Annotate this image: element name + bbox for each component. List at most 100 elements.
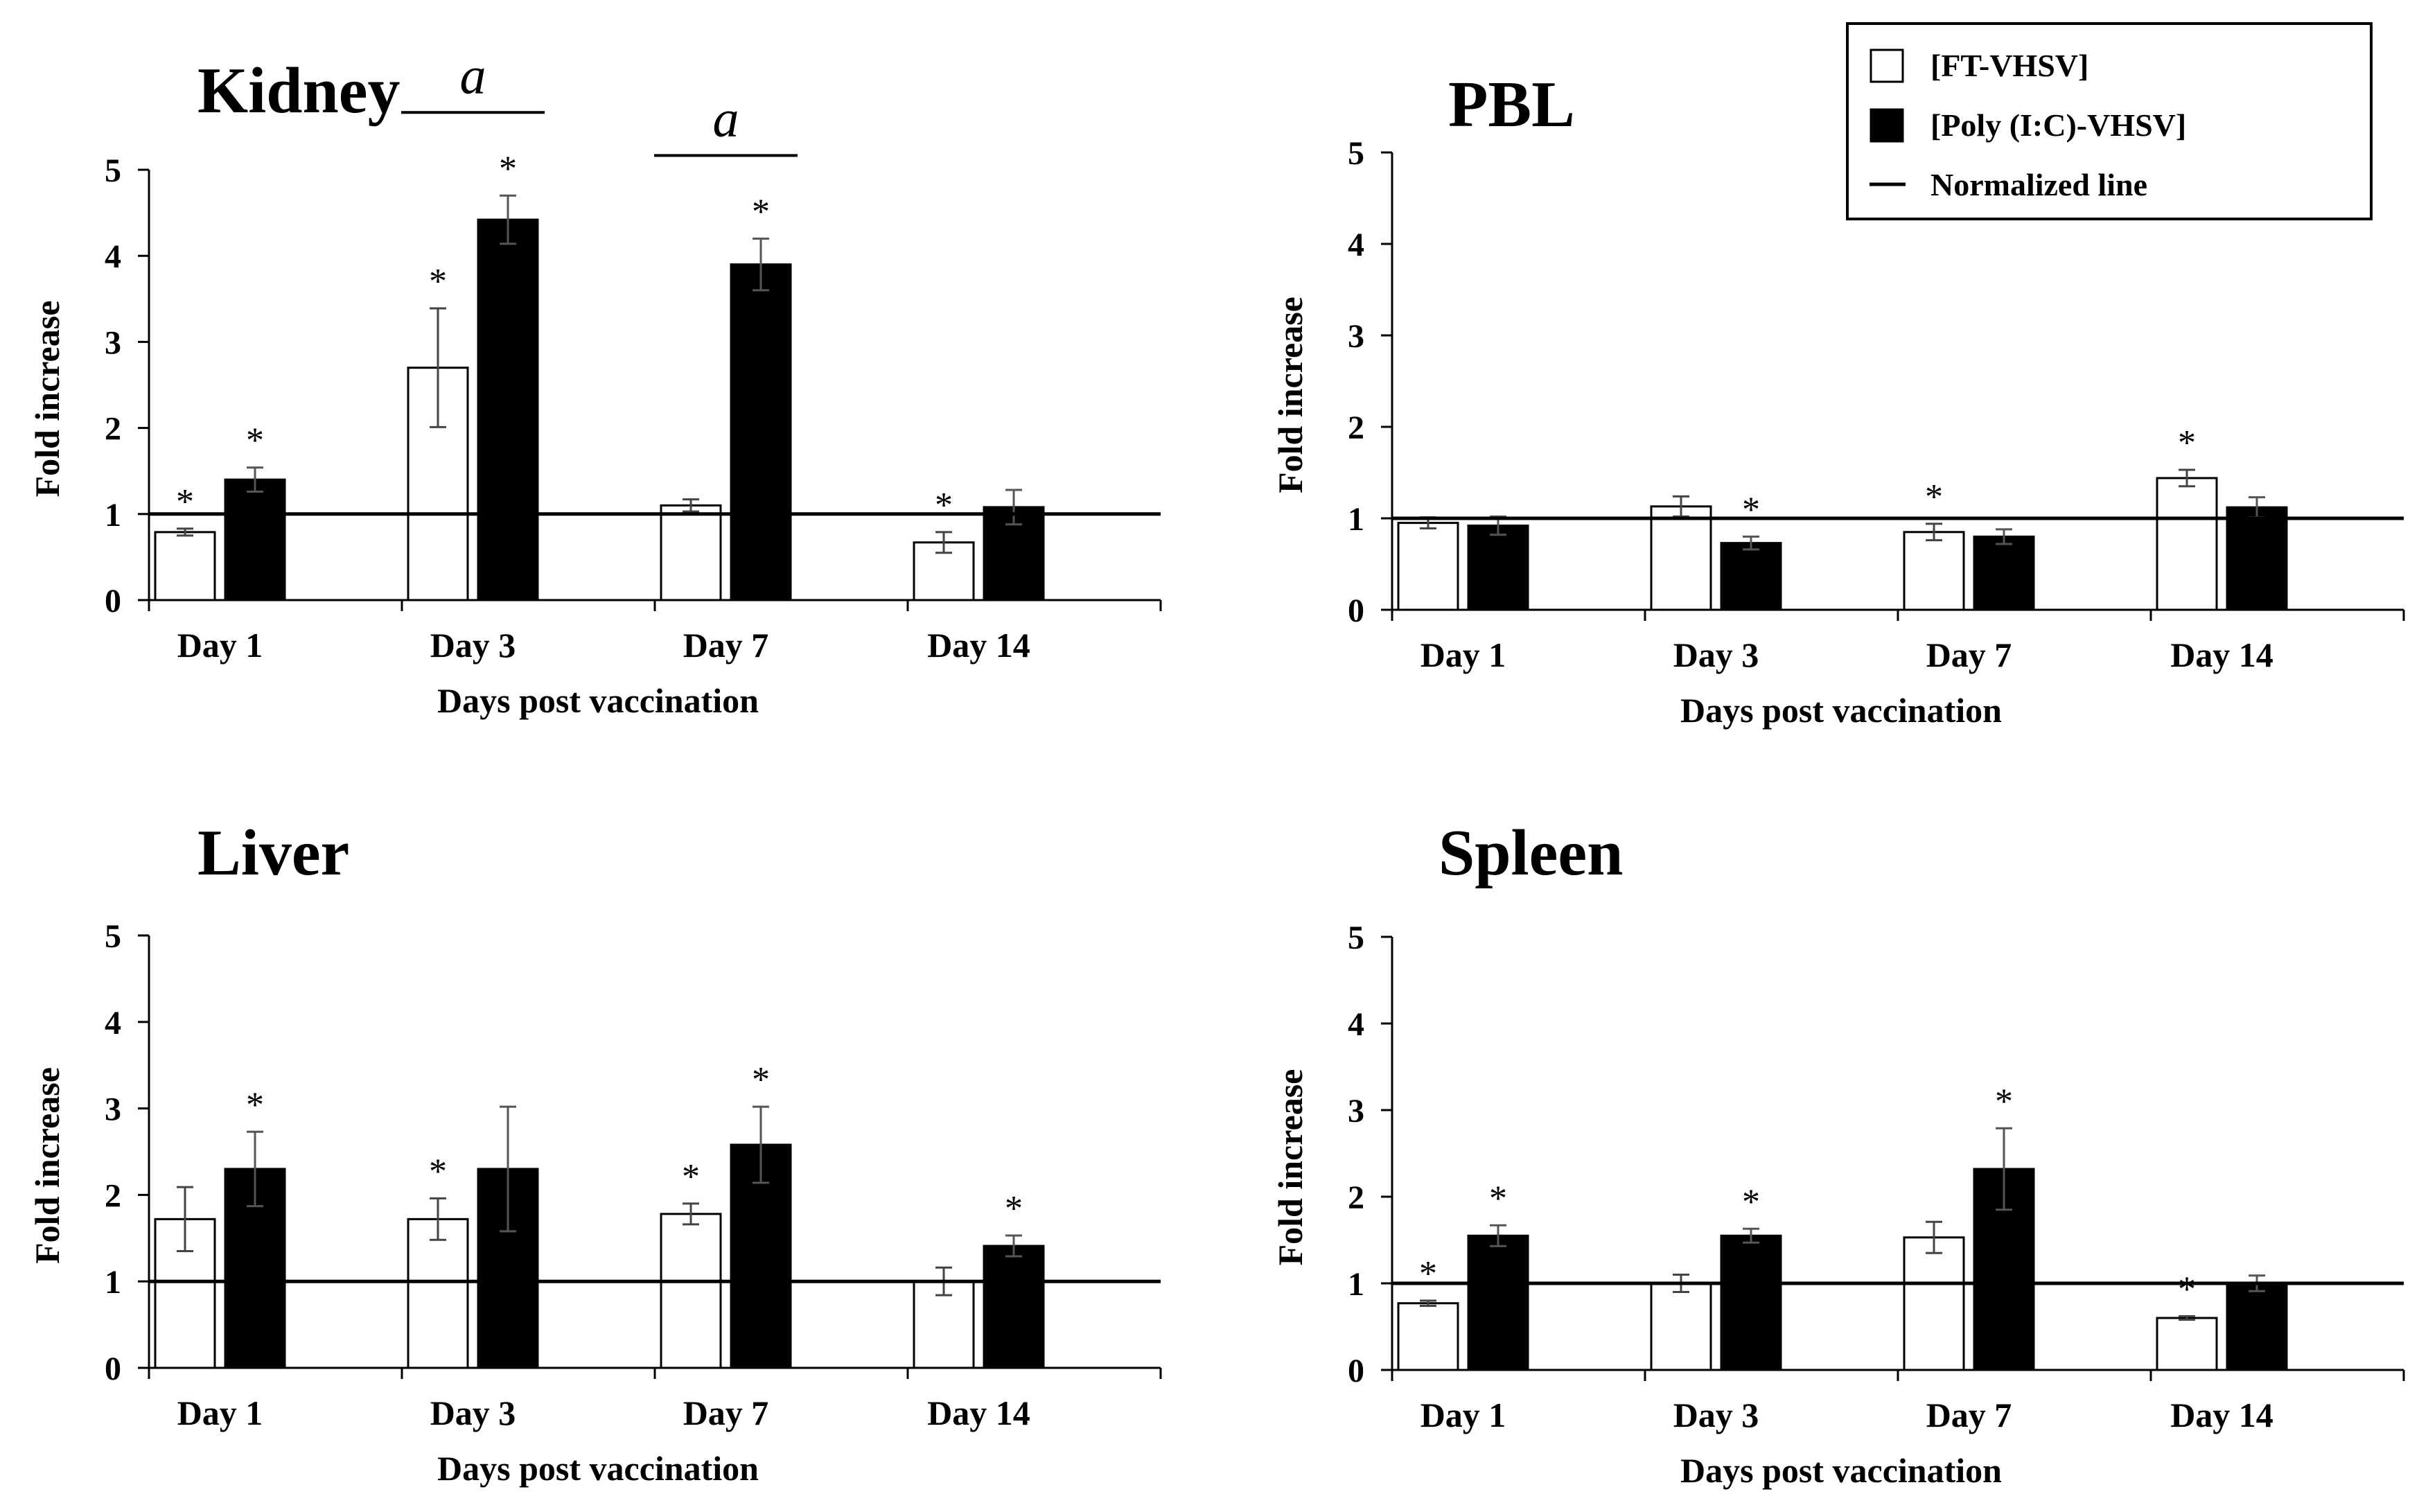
category-label: Day 3 [430, 1394, 516, 1432]
significance-star: * [935, 486, 953, 525]
y-axis-label: Fold increase [1271, 1069, 1310, 1266]
y-tick-label: 1 [105, 497, 121, 534]
y-tick-label: 3 [1348, 1093, 1364, 1129]
bar-poly-ic-vhsv [2226, 506, 2288, 611]
category-label: Day 1 [1420, 1396, 1506, 1434]
category-label: Day 14 [2170, 1396, 2273, 1434]
bar-poly-ic-vhsv [1467, 525, 1529, 611]
chart-title-kidney: Kidney [197, 55, 401, 127]
y-tick-label: 2 [105, 411, 121, 448]
y-tick-label: 0 [105, 583, 121, 619]
category-label: Day 14 [2170, 635, 2273, 674]
category-label: Day 14 [927, 626, 1030, 665]
bar-ft-vhsv [407, 1217, 469, 1369]
bar-ft-vhsv [154, 531, 216, 601]
y-tick-label: 1 [105, 1264, 121, 1301]
y-tick-label: 4 [105, 1005, 121, 1041]
category-label: Day 3 [1673, 635, 1759, 674]
y-tick-label: 4 [105, 238, 121, 275]
significance-star: * [176, 482, 194, 522]
y-tick-label: 3 [105, 1091, 121, 1128]
y-axis-label: Fold increase [28, 1067, 67, 1264]
bar-poly-ic-vhsv [983, 1245, 1045, 1369]
significance-star: * [429, 262, 447, 301]
bar-ft-vhsv [660, 1213, 722, 1369]
bar-ft-vhsv [2156, 477, 2218, 611]
significance-star: * [2178, 1270, 2196, 1310]
category-label: Day 7 [1926, 635, 2012, 674]
significance-star: * [2178, 423, 2196, 463]
bar-poly-ic-vhsv [2226, 1282, 2288, 1371]
y-tick-label: 4 [1348, 227, 1364, 263]
chart-liver: Liver 0 1 2 3 4 5 Fold increase Days post vaccin… [28, 817, 1162, 1488]
significance-star: * [1995, 1082, 2013, 1121]
chart-pbl: PBL 0 1 2 3 4 5 Fold increase Days post vaccinat… [1271, 69, 2405, 730]
bar-poly-ic-vhsv [1467, 1234, 1529, 1371]
y-tick-label: 5 [105, 152, 121, 189]
bar-ft-vhsv [1903, 531, 1965, 611]
significance-star: * [1742, 1182, 1760, 1222]
significance-star: * [1419, 1254, 1437, 1294]
legend-label-poly-ic-vhsv: [Poly (I:C)-VHSV] [1930, 107, 2186, 143]
y-tick-label: 1 [1348, 501, 1364, 538]
significance-star: * [1925, 477, 1943, 517]
significance-star: * [499, 149, 517, 188]
x-axis-label: Days post vaccination [437, 681, 759, 720]
significance-star: * [1489, 1179, 1507, 1218]
y-tick-label: 2 [1348, 410, 1364, 446]
category-label: Day 7 [683, 1394, 769, 1432]
significance-star: * [1005, 1189, 1023, 1229]
y-tick-label: 2 [1348, 1179, 1364, 1216]
legend-label-normalized-line: Normalized line [1930, 167, 2147, 202]
bar-ft-vhsv [1650, 1282, 1712, 1371]
bar-ft-vhsv [1650, 505, 1712, 611]
chart-kidney: Kidney 0 1 2 3 4 5 Fold increase Days post vacci… [28, 46, 1162, 720]
category-label: Day 1 [177, 626, 263, 665]
category-label: Day 3 [430, 626, 516, 665]
bar-ft-vhsv [1397, 1302, 1459, 1371]
legend-frame [1846, 22, 2373, 220]
category-label: Day 1 [1420, 635, 1506, 674]
category-label: Day 3 [1673, 1396, 1759, 1434]
legend-swatch-poly-ic-vhsv [1870, 108, 1904, 143]
legend-swatch-ft-vhsv [1870, 49, 1904, 83]
y-tick-label: 3 [105, 324, 121, 361]
legend: [FT-VHSV] [Poly (I:C)-VHSV] Normalized l… [1846, 22, 2373, 220]
bar-ft-vhsv [1397, 522, 1459, 611]
y-tick-label: 0 [105, 1351, 121, 1387]
y-tick-label: 1 [1348, 1266, 1364, 1303]
significance-star: * [246, 1085, 264, 1125]
chart-panels: Kidney 0 1 2 3 4 5 Fold increase Days post vacci… [28, 46, 2405, 1490]
significance-star: * [752, 192, 770, 231]
bar-poly-ic-vhsv [477, 218, 539, 601]
significance-letter: a [713, 89, 739, 148]
significance-star: * [246, 421, 264, 461]
y-tick-label: 5 [1348, 135, 1364, 172]
bar-poly-ic-vhsv [224, 478, 286, 601]
bar-ft-vhsv [1903, 1236, 1965, 1371]
y-axis-label: Fold increase [28, 301, 67, 498]
bar-poly-ic-vhsv [1720, 542, 1782, 611]
x-axis-label: Days post vaccination [1680, 1451, 2002, 1490]
bar-poly-ic-vhsv [1973, 535, 2035, 611]
significance-star: * [429, 1152, 447, 1191]
significance-star: * [752, 1060, 770, 1100]
chart-title-spleen: Spleen [1439, 817, 1623, 889]
y-tick-label: 3 [1348, 318, 1364, 355]
category-label: Day 7 [1926, 1396, 2012, 1434]
category-label: Day 14 [927, 1394, 1030, 1432]
y-tick-label: 5 [1348, 920, 1364, 956]
category-label: Day 1 [177, 1394, 263, 1432]
chart-title-pbl: PBL [1448, 69, 1575, 141]
significance-star: * [1742, 490, 1760, 529]
bar-ft-vhsv [660, 504, 722, 601]
y-tick-label: 5 [105, 918, 121, 955]
significance-letter: a [460, 46, 486, 105]
y-tick-label: 4 [1348, 1006, 1364, 1043]
x-axis-label: Days post vaccination [1680, 691, 2002, 730]
chart-title-liver: Liver [197, 817, 349, 889]
legend-label-ft-vhsv: [FT-VHSV] [1930, 48, 2088, 83]
bar-poly-ic-vhsv [730, 263, 792, 601]
significance-star: * [682, 1157, 700, 1197]
